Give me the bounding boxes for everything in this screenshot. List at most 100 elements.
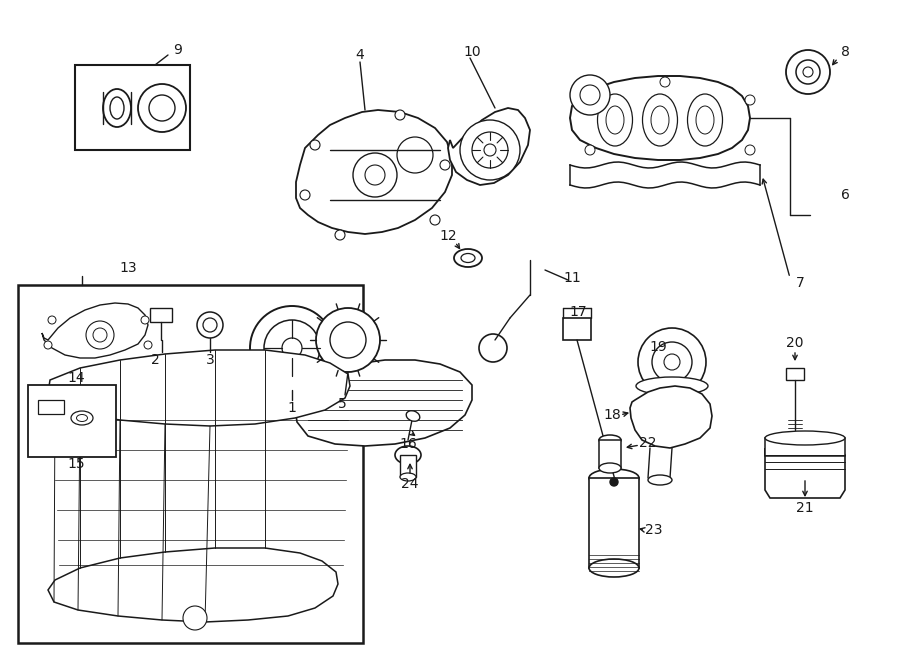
Circle shape <box>397 137 433 173</box>
Bar <box>589 478 639 568</box>
Text: 13: 13 <box>119 261 137 275</box>
Circle shape <box>803 67 813 77</box>
Bar <box>786 368 804 380</box>
Text: 1: 1 <box>288 401 296 415</box>
Circle shape <box>638 328 706 396</box>
Bar <box>599 440 621 468</box>
Circle shape <box>745 145 755 155</box>
Circle shape <box>460 120 520 180</box>
Polygon shape <box>296 110 452 234</box>
Ellipse shape <box>395 446 421 464</box>
Ellipse shape <box>589 469 639 487</box>
Circle shape <box>652 342 692 382</box>
Circle shape <box>250 306 334 390</box>
Circle shape <box>585 95 595 105</box>
Polygon shape <box>48 350 350 426</box>
Circle shape <box>300 190 310 200</box>
Polygon shape <box>630 386 712 448</box>
Text: 2: 2 <box>150 353 159 367</box>
Circle shape <box>203 318 217 332</box>
Ellipse shape <box>76 414 87 422</box>
Polygon shape <box>42 303 148 358</box>
Text: 3: 3 <box>205 353 214 367</box>
Ellipse shape <box>696 106 714 134</box>
Bar <box>18 285 363 643</box>
Ellipse shape <box>643 94 678 146</box>
Circle shape <box>610 478 618 486</box>
Text: 22: 22 <box>639 436 657 450</box>
Bar <box>563 318 591 340</box>
Text: 18: 18 <box>603 408 621 422</box>
Circle shape <box>580 85 600 105</box>
Polygon shape <box>570 76 750 160</box>
Circle shape <box>353 153 397 197</box>
Text: 12: 12 <box>439 229 457 243</box>
Text: 17: 17 <box>569 305 587 319</box>
Circle shape <box>365 165 385 185</box>
Circle shape <box>430 215 440 225</box>
Ellipse shape <box>71 411 93 425</box>
Circle shape <box>585 145 595 155</box>
Text: 19: 19 <box>649 340 667 354</box>
Circle shape <box>786 50 830 94</box>
Polygon shape <box>295 360 472 446</box>
Text: 14: 14 <box>68 371 85 385</box>
Circle shape <box>479 334 507 362</box>
Ellipse shape <box>651 106 669 134</box>
Text: 23: 23 <box>645 523 662 537</box>
Bar <box>765 438 845 456</box>
Circle shape <box>472 132 508 168</box>
Circle shape <box>93 328 107 342</box>
Ellipse shape <box>606 106 624 134</box>
Circle shape <box>149 95 175 121</box>
Ellipse shape <box>598 94 633 146</box>
Ellipse shape <box>110 97 124 119</box>
Circle shape <box>44 341 52 349</box>
Circle shape <box>144 341 152 349</box>
Ellipse shape <box>765 431 845 445</box>
Text: 20: 20 <box>787 336 804 350</box>
Circle shape <box>197 312 223 338</box>
Circle shape <box>330 322 366 358</box>
Circle shape <box>395 110 405 120</box>
Bar <box>38 400 64 414</box>
Bar <box>150 308 172 322</box>
Ellipse shape <box>103 89 131 127</box>
Text: 21: 21 <box>796 501 814 515</box>
Circle shape <box>86 321 114 349</box>
Circle shape <box>660 77 670 87</box>
Ellipse shape <box>599 463 621 473</box>
Circle shape <box>335 230 345 240</box>
Text: 16: 16 <box>399 437 417 451</box>
Ellipse shape <box>688 94 723 146</box>
Circle shape <box>664 354 680 370</box>
Text: 4: 4 <box>356 48 364 62</box>
Polygon shape <box>448 108 530 185</box>
Ellipse shape <box>599 435 621 445</box>
Circle shape <box>310 140 320 150</box>
Circle shape <box>745 95 755 105</box>
Ellipse shape <box>454 249 482 267</box>
Text: 24: 24 <box>401 477 419 491</box>
Circle shape <box>316 308 380 372</box>
Text: 7: 7 <box>796 276 805 290</box>
Text: 10: 10 <box>464 45 481 59</box>
Text: 8: 8 <box>841 45 850 59</box>
Text: 11: 11 <box>563 271 580 285</box>
Text: 6: 6 <box>841 188 850 202</box>
Circle shape <box>141 316 149 324</box>
Circle shape <box>138 84 186 132</box>
Ellipse shape <box>589 559 639 577</box>
Ellipse shape <box>406 410 419 421</box>
Ellipse shape <box>400 473 416 481</box>
Circle shape <box>796 60 820 84</box>
Polygon shape <box>765 448 845 498</box>
Polygon shape <box>48 548 338 622</box>
Circle shape <box>484 144 496 156</box>
Bar <box>28 385 116 457</box>
Circle shape <box>264 320 320 376</box>
Circle shape <box>570 75 610 115</box>
Ellipse shape <box>648 475 672 485</box>
Ellipse shape <box>461 254 475 262</box>
Text: 5: 5 <box>338 397 346 411</box>
